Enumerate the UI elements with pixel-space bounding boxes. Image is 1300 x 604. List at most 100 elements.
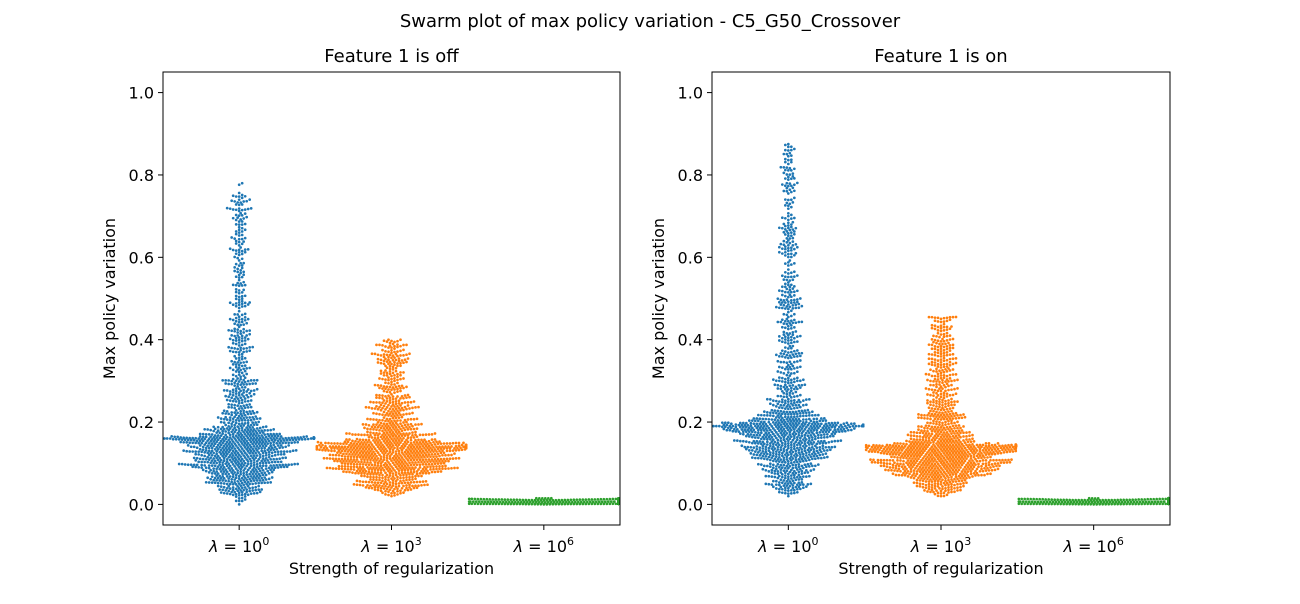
swarm-point bbox=[586, 501, 589, 504]
swarm-point bbox=[271, 471, 274, 474]
swarm-point bbox=[796, 335, 799, 338]
swarm-point bbox=[362, 466, 365, 469]
swarm-point bbox=[235, 375, 238, 378]
swarm-point bbox=[239, 383, 242, 386]
swarm-point bbox=[260, 488, 263, 491]
swarm-point bbox=[453, 467, 456, 470]
swarm-point bbox=[755, 448, 758, 451]
swarm-point bbox=[299, 436, 302, 439]
swarm-point bbox=[781, 355, 784, 358]
swarm-point bbox=[242, 368, 245, 371]
swarm-point bbox=[241, 302, 244, 305]
swarm-point bbox=[224, 468, 227, 471]
swarm-point bbox=[449, 442, 452, 445]
swarm-point bbox=[502, 501, 505, 504]
swarm-point bbox=[262, 479, 265, 482]
swarm-point bbox=[239, 470, 242, 473]
swarm-point bbox=[781, 481, 784, 484]
swarm-point bbox=[794, 352, 797, 355]
swarm-point bbox=[191, 437, 194, 440]
swarm-point bbox=[338, 454, 341, 457]
swarm-point bbox=[348, 432, 351, 435]
swarm-point bbox=[776, 410, 779, 413]
swarm-point bbox=[407, 428, 410, 431]
swarm-point bbox=[399, 371, 402, 374]
swarm-point bbox=[799, 355, 802, 358]
swarm-point bbox=[893, 469, 896, 472]
swarm-point bbox=[937, 494, 940, 497]
swarm-point bbox=[793, 148, 796, 151]
swarm-point bbox=[241, 497, 244, 500]
swarm-point bbox=[256, 492, 259, 495]
swarm-point bbox=[913, 481, 916, 484]
swarm-point bbox=[384, 478, 387, 481]
swarm-point bbox=[211, 472, 214, 475]
swarm-point bbox=[383, 422, 386, 425]
swarm-point bbox=[802, 483, 805, 486]
swarm-point bbox=[787, 178, 790, 181]
swarm-point bbox=[790, 389, 793, 392]
swarm-point bbox=[793, 319, 796, 322]
swarm-point bbox=[799, 446, 802, 449]
swarm-point bbox=[566, 499, 569, 502]
swarm-point bbox=[793, 492, 796, 495]
swarm-point bbox=[205, 449, 208, 452]
swarm-point bbox=[935, 460, 938, 463]
swarm-point bbox=[378, 413, 381, 416]
swarm-point bbox=[241, 318, 244, 321]
swarm-point bbox=[214, 477, 217, 480]
swarm-point bbox=[366, 458, 369, 461]
swarm-point bbox=[344, 440, 347, 443]
swarm-point bbox=[221, 432, 224, 435]
swarm-point bbox=[399, 338, 402, 341]
swarm-point bbox=[253, 393, 256, 396]
swarm-point bbox=[347, 462, 350, 465]
swarm-point bbox=[380, 471, 383, 474]
swarm-point bbox=[776, 360, 779, 363]
swarm-point bbox=[238, 226, 241, 229]
swarm-point bbox=[212, 479, 215, 482]
swarm-point bbox=[964, 470, 967, 473]
swarm-point bbox=[820, 417, 823, 420]
swarm-point bbox=[985, 445, 988, 448]
swarm-point bbox=[296, 441, 299, 444]
swarm-point bbox=[770, 483, 773, 486]
swarm-point bbox=[380, 370, 383, 373]
swarm-point bbox=[366, 475, 369, 478]
swarm-point bbox=[781, 366, 784, 369]
swarm-point bbox=[238, 279, 241, 282]
swarm-point bbox=[395, 407, 398, 410]
swarm-point bbox=[793, 233, 796, 236]
swarm-point bbox=[221, 475, 224, 478]
swarm-point bbox=[784, 198, 787, 201]
swarm-point bbox=[241, 477, 244, 480]
swarm-point bbox=[808, 458, 811, 461]
swarm-point bbox=[982, 444, 985, 447]
swarm-point bbox=[787, 444, 790, 447]
swarm-point bbox=[779, 166, 782, 169]
swarm-point bbox=[808, 446, 811, 449]
swarm-point bbox=[396, 362, 399, 365]
swarm-point bbox=[793, 275, 796, 278]
swarm-point bbox=[779, 361, 782, 364]
swarm-point bbox=[383, 487, 386, 490]
swarm-point bbox=[790, 336, 793, 339]
swarm-point bbox=[793, 402, 796, 405]
swarm-point bbox=[368, 471, 371, 474]
swarm-point bbox=[850, 422, 853, 425]
swarm-point bbox=[784, 402, 787, 405]
swarm-point bbox=[923, 469, 926, 472]
swarm-point bbox=[239, 282, 242, 285]
swarm-point bbox=[320, 442, 323, 445]
swarm-point bbox=[793, 326, 796, 329]
swarm-point bbox=[375, 344, 378, 347]
swarm-point bbox=[293, 441, 296, 444]
swarm-point bbox=[420, 439, 423, 442]
swarm-point bbox=[238, 500, 241, 503]
swarm-point bbox=[366, 466, 369, 469]
swarm-point bbox=[824, 419, 827, 422]
swarm-point bbox=[749, 452, 752, 455]
swarm-point bbox=[363, 450, 366, 453]
swarm-point bbox=[896, 456, 899, 459]
swarm-point bbox=[755, 454, 758, 457]
